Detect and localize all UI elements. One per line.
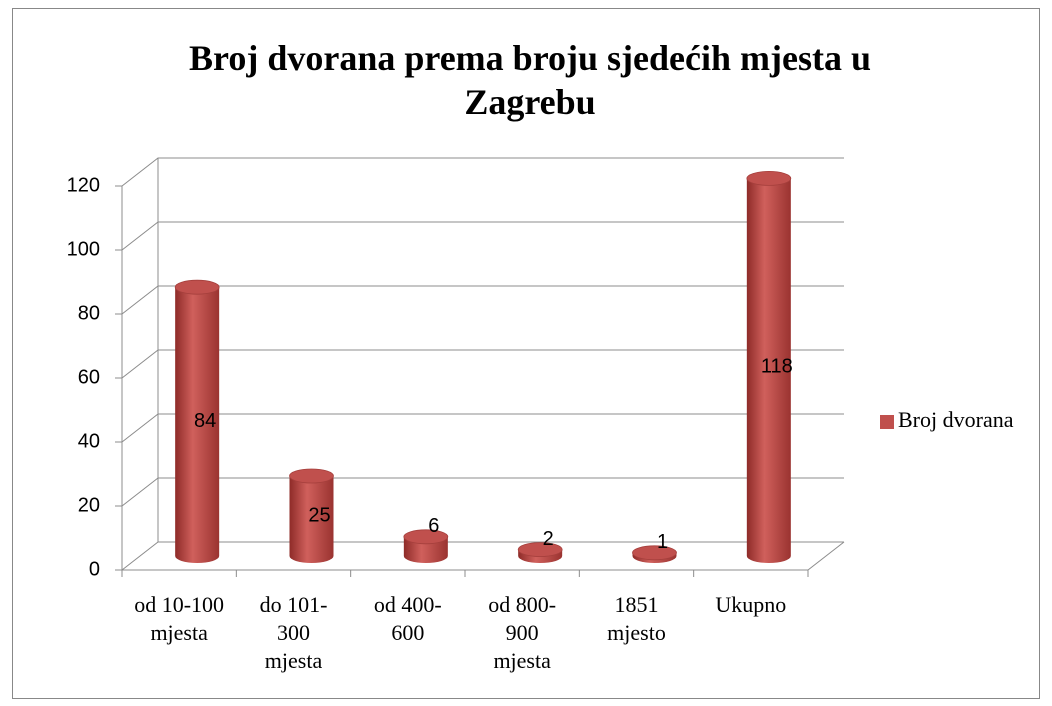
bar-body xyxy=(289,476,334,563)
bar xyxy=(517,542,563,563)
x-tick-label: od 400-600 xyxy=(373,592,442,645)
bar-body xyxy=(403,536,448,563)
value-label: 1 xyxy=(657,531,668,553)
y-tick-label: 60 xyxy=(78,366,100,388)
value-label: 118 xyxy=(761,355,793,377)
value-label: 2 xyxy=(543,528,554,550)
bar xyxy=(174,279,220,563)
y-tick-label: 20 xyxy=(78,494,100,516)
bar-top xyxy=(632,545,677,561)
value-label: 84 xyxy=(194,410,216,432)
x-tick-label: Ukupno xyxy=(715,592,787,617)
frame xyxy=(12,8,1040,699)
y-tick-label: 80 xyxy=(78,302,100,324)
bar xyxy=(632,545,677,563)
bar-top xyxy=(174,279,220,295)
bar-body xyxy=(175,287,220,563)
x-tick-label: do 101-300 mjesta xyxy=(259,592,328,673)
value-label: 6 xyxy=(428,515,439,537)
grid-line xyxy=(121,477,844,507)
value-label: 25 xyxy=(308,504,330,526)
grid-line xyxy=(121,349,844,379)
bar-top xyxy=(517,542,563,557)
legend-swatch xyxy=(880,415,894,429)
bar xyxy=(289,468,334,563)
bar-top xyxy=(289,468,334,484)
x-tick-label: 1851 mjesto xyxy=(607,592,666,645)
chart-title: Broj dvorana prema broju sjedećih mjesta… xyxy=(189,38,871,122)
legend-label: Broj dvorana xyxy=(898,407,1014,432)
bar xyxy=(746,170,792,563)
grid-line xyxy=(121,157,844,187)
bar-top xyxy=(746,170,792,186)
y-tick-label: 120 xyxy=(67,174,100,196)
bar-top xyxy=(403,529,449,545)
x-tick-label: od 10-100 mjesta xyxy=(134,592,225,645)
floor-right xyxy=(807,541,845,571)
y-tick-label: 0 xyxy=(89,558,100,580)
grid-line xyxy=(121,413,844,443)
x-tick-label: od 800-900 mjesta xyxy=(488,592,557,673)
bar xyxy=(403,529,449,563)
bar-body xyxy=(746,178,791,563)
grid-line xyxy=(121,541,844,571)
y-tick-label: 40 xyxy=(78,430,100,452)
y-tick-label: 100 xyxy=(67,238,100,260)
grid-line xyxy=(121,221,844,251)
grid-line xyxy=(121,285,844,315)
